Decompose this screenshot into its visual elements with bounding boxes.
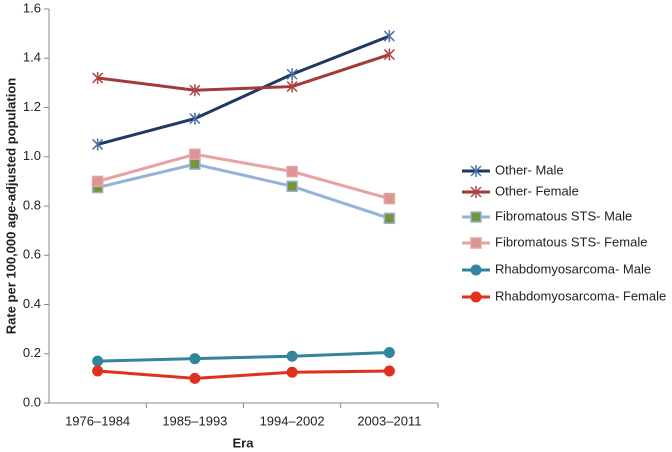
legend-marker — [470, 264, 482, 276]
legend-label: Fibromatous STS- Female — [495, 234, 647, 249]
y-tick-label: 1.4 — [23, 50, 41, 65]
y-tick-label: 0.2 — [23, 345, 41, 360]
series-line — [97, 34, 390, 146]
legend-label: Other- Female — [495, 183, 579, 198]
y-tick-label: 0.0 — [23, 394, 41, 409]
marker — [92, 138, 104, 151]
x-axis-title: Era — [233, 435, 255, 450]
series-line — [97, 162, 390, 220]
marker — [189, 112, 201, 125]
marker — [286, 165, 298, 178]
y-tick-label: 1.0 — [23, 148, 41, 163]
x-tick-label: 1985–1993 — [162, 413, 227, 428]
marker — [92, 71, 104, 84]
legend-marker — [470, 237, 482, 249]
marker — [189, 158, 201, 170]
marker — [383, 347, 395, 359]
marker — [286, 80, 298, 93]
marker — [286, 366, 298, 378]
marker — [189, 148, 201, 161]
marker — [189, 84, 201, 97]
series-line — [97, 351, 390, 363]
legend-label: Rhabdomyosarcoma- Female — [495, 288, 666, 303]
legend-label: Fibromatous STS- Male — [495, 208, 632, 223]
legend-marker — [470, 211, 482, 223]
legend-marker — [470, 291, 482, 303]
y-tick-label: 0.8 — [23, 197, 41, 212]
marker — [91, 175, 104, 188]
y-tick-label: 0.6 — [23, 247, 41, 262]
marker — [383, 30, 395, 43]
marker — [189, 353, 201, 365]
x-tick-label: 1994–2002 — [260, 413, 325, 428]
marker — [383, 365, 395, 377]
marker — [286, 180, 298, 193]
marker — [189, 372, 201, 384]
marker — [383, 48, 395, 61]
y-tick-label: 0.4 — [23, 296, 41, 311]
legend-marker — [470, 165, 482, 177]
marker — [286, 350, 298, 362]
legend-label: Other- Male — [495, 162, 564, 177]
marker — [383, 192, 396, 205]
series-line — [97, 152, 390, 201]
marker — [286, 68, 298, 81]
x-tick-label: 2003–2011 — [357, 413, 421, 428]
x-tick-label: 1976–1984 — [65, 413, 130, 428]
legend-label: Rhabdomyosarcoma- Male — [495, 261, 651, 276]
marker — [383, 212, 396, 225]
marker — [92, 355, 104, 367]
series-line — [97, 53, 390, 92]
y-axis-title: Rate per 100,000 age-adjusted population — [3, 78, 18, 335]
y-tick-label: 1.2 — [23, 99, 41, 114]
legend-marker — [470, 186, 482, 198]
series-line — [97, 369, 390, 380]
marker — [92, 365, 104, 377]
y-tick-label: 1.6 — [23, 0, 41, 15]
